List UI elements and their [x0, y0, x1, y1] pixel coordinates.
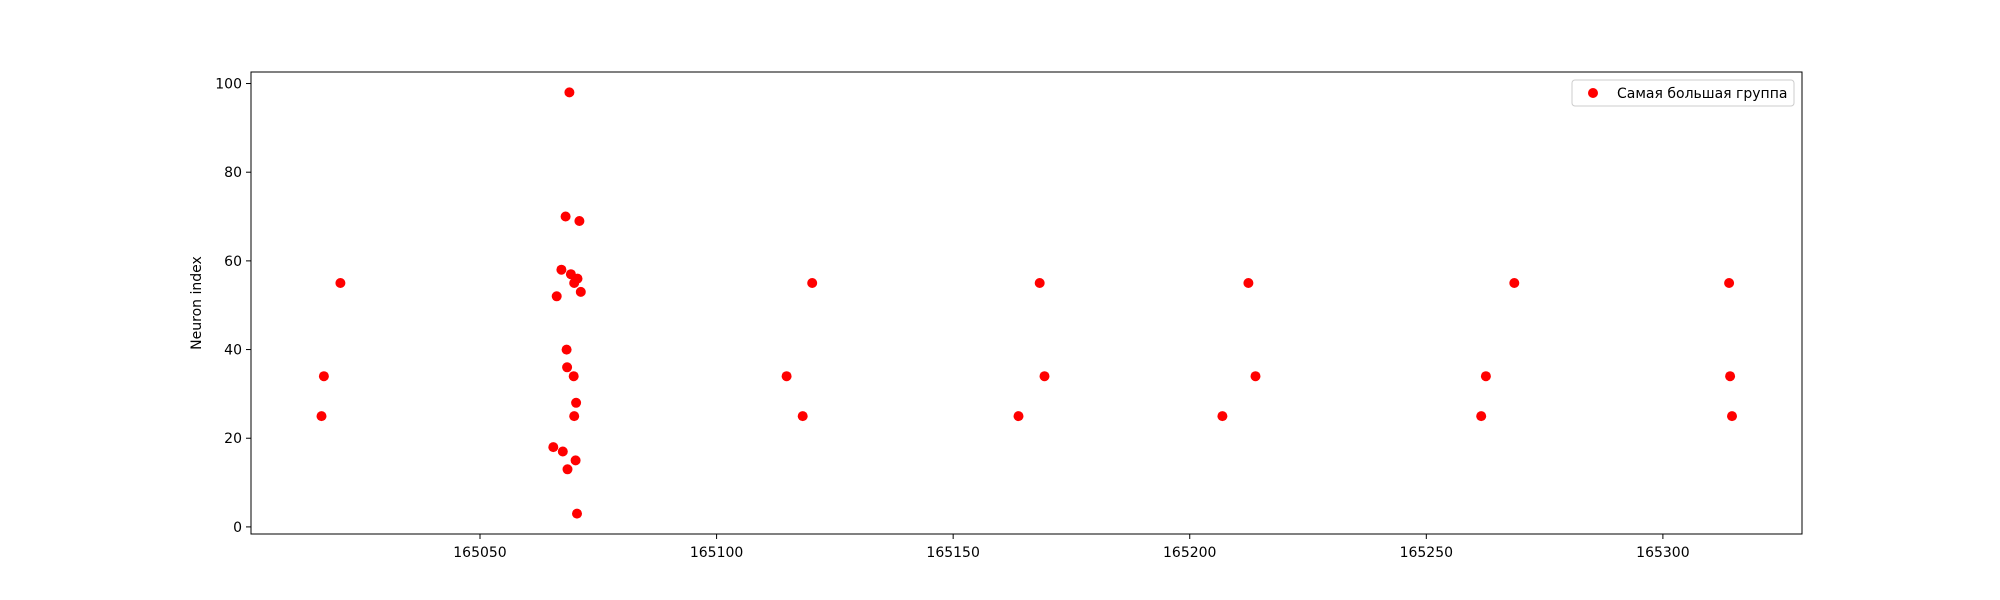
- data-point: [1476, 411, 1487, 422]
- data-point: [807, 278, 818, 288]
- data-point: [1217, 411, 1228, 422]
- data-point: [797, 411, 808, 422]
- data-point: [562, 362, 573, 373]
- legend-marker: [1588, 88, 1598, 98]
- data-point: [564, 87, 575, 98]
- data-point: [574, 216, 585, 226]
- data-point: [1725, 371, 1736, 382]
- data-point: [1724, 278, 1735, 288]
- data-point: [316, 411, 327, 422]
- legend: Самая большая группа: [1571, 79, 1795, 107]
- data-point: [570, 455, 581, 466]
- data-points: [316, 87, 1737, 519]
- x-tick-label: 165200: [1163, 545, 1216, 561]
- data-point: [557, 446, 568, 457]
- data-point: [1034, 278, 1045, 288]
- data-point: [335, 278, 346, 288]
- x-tick-label: 165050: [453, 545, 506, 561]
- y-axis-label: Neuron index: [189, 256, 205, 350]
- x-axis: 165050 165100 165150 165200 165250 165300: [453, 534, 1690, 561]
- x-tick-label: 165150: [926, 545, 979, 561]
- data-point: [548, 442, 559, 453]
- y-tick-label: 20: [224, 431, 242, 447]
- data-point: [572, 508, 582, 519]
- y-tick-label: 80: [224, 165, 242, 181]
- data-point: [569, 411, 580, 422]
- data-point: [575, 286, 586, 297]
- y-tick-label: 100: [215, 77, 242, 93]
- y-tick-label: 60: [224, 254, 242, 270]
- y-tick-label: 40: [224, 343, 242, 359]
- data-point: [318, 371, 329, 382]
- legend-box: [1571, 79, 1795, 107]
- data-point: [1509, 278, 1520, 288]
- data-point: [571, 397, 582, 408]
- data-point: [1013, 411, 1024, 422]
- data-point: [561, 344, 572, 355]
- y-tick-label: 0: [233, 520, 242, 536]
- legend-label: Самая большая группа: [1617, 86, 1787, 102]
- data-point: [1480, 371, 1491, 382]
- plot-area: [250, 71, 1803, 535]
- x-tick-label: 165100: [690, 545, 743, 561]
- data-point: [551, 291, 562, 302]
- data-point: [1243, 278, 1254, 288]
- y-axis: 0 20 40 60 80 100: [215, 77, 251, 536]
- data-point: [1727, 411, 1737, 422]
- data-point: [560, 211, 571, 222]
- x-tick-label: 165300: [1636, 545, 1689, 561]
- data-point: [556, 264, 567, 275]
- x-tick-label: 165250: [1400, 545, 1453, 561]
- data-point: [1250, 371, 1261, 382]
- data-point: [781, 371, 792, 382]
- data-point: [568, 371, 579, 382]
- data-point: [572, 273, 583, 284]
- data-point: [562, 464, 573, 475]
- data-point: [1039, 371, 1050, 382]
